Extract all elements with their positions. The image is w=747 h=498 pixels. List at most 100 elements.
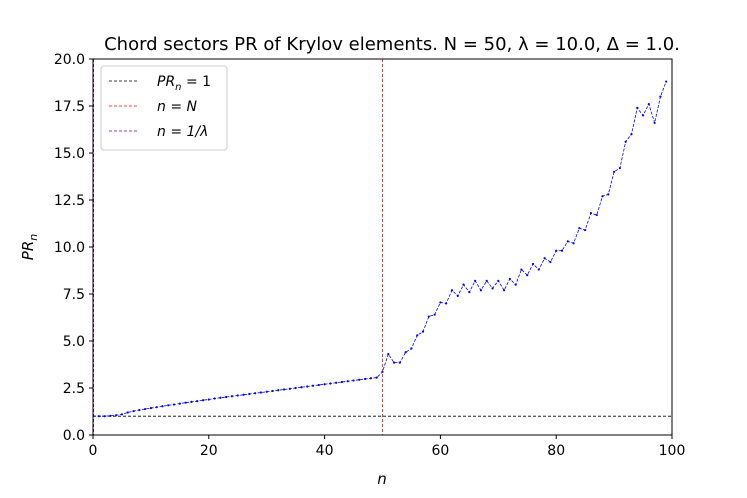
data-point [225,395,228,399]
data-point [190,400,193,404]
data-point [97,415,100,418]
data-point [259,391,263,394]
data-point [445,302,448,305]
data-point [282,388,286,391]
data-point [172,403,176,406]
data-point [364,377,367,381]
data-point [317,383,320,387]
data-point [294,386,297,390]
data-point [618,166,621,170]
data-point [358,378,361,381]
data-point [520,268,523,271]
data-point [479,289,483,292]
data-point [433,313,436,316]
data-point [450,289,454,292]
data-point [589,212,593,215]
data-point [230,395,234,398]
data-point [526,274,529,277]
data-point [659,95,662,98]
data-point [624,140,627,143]
data-point [416,334,419,337]
x-tick-label: 40 [316,443,334,459]
data-point [311,384,315,387]
legend: PRn = 1 n = N n = 1/λ [100,65,228,151]
x-axis-label: n [377,470,387,488]
y-tick-label: 2.5 [63,381,85,397]
y-tick-label: 10.0 [54,240,85,256]
data-point [265,390,268,393]
y-tick-label: 17.5 [54,99,85,115]
x-tick-label: 100 [659,443,686,459]
data-point [560,249,564,252]
legend-label: n = 1/λ [157,124,208,140]
data-point [254,392,257,395]
data-point [531,262,535,266]
data-point [468,291,471,294]
y-tick-label: 7.5 [63,287,85,303]
data-point [543,257,546,260]
data-point [502,289,506,292]
data-point [404,351,407,354]
data-point [167,404,170,407]
data-point [132,410,135,413]
data-point [213,397,216,400]
data-point [572,242,575,245]
data-point [601,195,604,198]
data-point [346,380,349,383]
data-point [641,114,645,117]
data-point [508,277,511,281]
data-point [410,347,413,350]
y-tick-label: 12.5 [54,193,85,209]
data-point [398,361,401,364]
x-tick-label: 0 [89,443,98,459]
data-point [201,399,205,402]
data-point [613,170,616,173]
data-point [375,376,378,379]
data-point [381,370,384,373]
data-point [277,389,280,392]
data-point [178,402,181,405]
data-point [115,414,118,417]
data-point [335,381,338,384]
data-point [155,406,158,409]
y-axis-label: PRn [19,234,40,260]
chart-title: Chord sectors PR of Krylov elements. N =… [104,34,680,55]
x-tick-label: 60 [431,443,449,459]
data-point [306,385,309,388]
data-point [491,287,494,290]
data-point [392,361,396,364]
data-point [474,279,477,282]
data-point [653,121,656,125]
data-point [584,228,587,232]
y-tick-label: 15.0 [54,146,85,162]
data-point [636,106,639,109]
y-tick-label: 0.0 [63,428,85,444]
data-point [630,133,633,136]
legend-label: PRn = 1 [157,74,211,93]
plot-area: 0 20 40 60 80 100 0.0 2.5 5.0 7.5 10.0 12.5 15.0 17.5… [54,52,686,459]
data-point [329,382,332,385]
data-point [549,260,552,264]
y-axis-label-subscript: n [27,234,40,241]
data-point [144,407,147,411]
data-point [665,80,668,83]
data-point [161,405,164,408]
data-point [566,240,569,243]
y-tick-label: 20.0 [54,52,85,68]
x-tick-label: 20 [200,443,218,459]
series-line-0 [93,81,667,417]
data-point [369,377,373,380]
data-point [578,227,581,230]
data-point [352,379,355,382]
data-point [219,396,222,399]
data-point [242,393,245,396]
data-point [126,411,129,414]
data-point [462,283,465,286]
data-point [300,386,303,389]
legend-box [100,65,228,151]
x-tick-label: 80 [547,443,565,459]
data-point [288,387,291,390]
data-point [497,279,500,282]
data-point [387,353,390,356]
